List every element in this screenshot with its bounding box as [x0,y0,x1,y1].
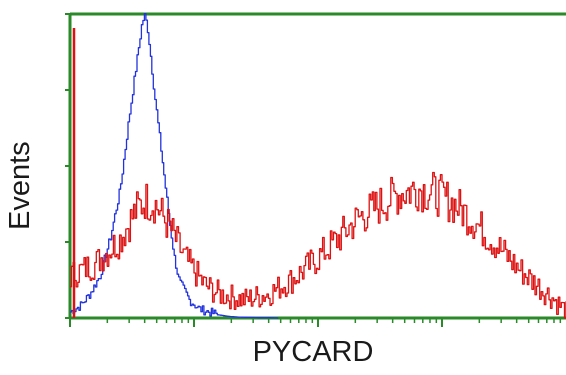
sample-histogram-line [70,171,566,319]
axis-ticks [65,13,562,327]
y-axis-label: Events [4,141,36,230]
control-histogram-line [70,13,279,319]
series-layer [70,13,566,319]
plot-axes [68,12,566,320]
sample-series [70,171,566,319]
x-axis-label: PYCARD [252,336,374,368]
control-series [70,13,279,319]
